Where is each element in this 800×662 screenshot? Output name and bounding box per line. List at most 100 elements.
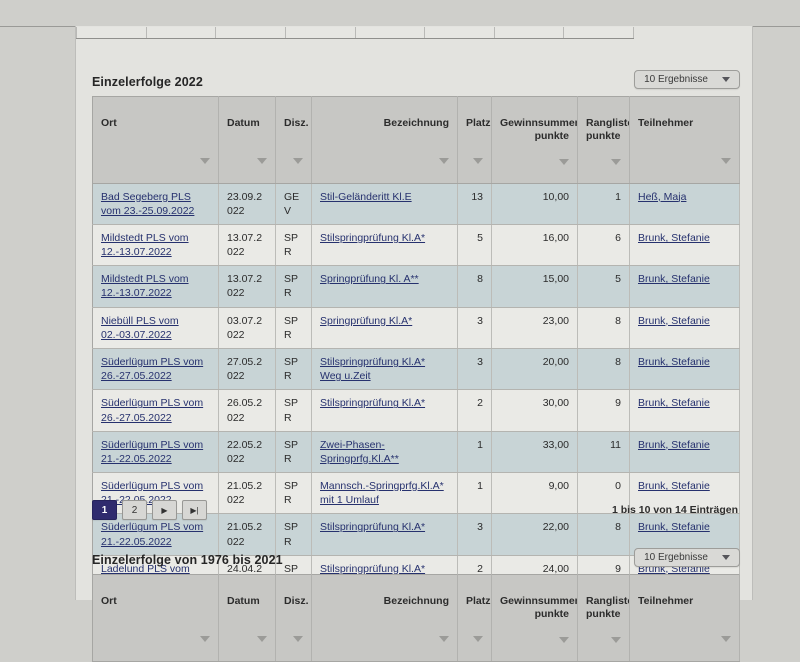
bezeichnung-link[interactable]: Stilspringprüfung Kl.A* <box>320 231 426 244</box>
bezeichnung-cell: Stil-Geländeritt Kl.E <box>311 183 458 225</box>
platz-cell: 3 <box>457 348 492 391</box>
table-cell-fragment <box>286 27 356 38</box>
sort-chevron-icon[interactable] <box>320 634 449 645</box>
pagination-page-2[interactable]: 2 <box>122 500 147 520</box>
teilnehmer-link[interactable]: Brunk, Stefanie <box>638 231 710 244</box>
sort-chevron-icon[interactable] <box>586 157 621 168</box>
column-header[interactable]: Datum <box>218 96 276 184</box>
teilnehmer-link[interactable]: Brunk, Stefanie <box>638 314 710 327</box>
column-header-label: Disz. <box>284 117 309 130</box>
sort-chevron-icon[interactable] <box>466 634 483 645</box>
sort-chevron-icon[interactable] <box>500 157 569 168</box>
ranglistenpunkte-cell: 11 <box>577 431 630 474</box>
teilnehmer-link[interactable]: Brunk, Stefanie <box>638 480 710 493</box>
pagination-last-button[interactable]: ▶| <box>182 500 207 520</box>
column-header[interactable]: Platz <box>457 574 492 662</box>
table-cell-fragment <box>564 27 634 38</box>
column-header[interactable]: Disz. <box>275 96 312 184</box>
column-header[interactable]: Disz. <box>275 574 312 662</box>
results-per-page-select-2[interactable]: 10 Ergebnisse <box>634 548 740 567</box>
bezeichnung-link[interactable]: Springprüfung Kl. A** <box>320 273 419 286</box>
column-header[interactable]: Ranglisten- punkte <box>577 574 630 662</box>
column-header[interactable]: Ort <box>92 574 219 662</box>
gewinnsummenpunkte-cell: 20,00 <box>491 348 578 391</box>
table-row: Süderlügum PLS vom 21.-22.05.2022 21.05.… <box>92 472 740 515</box>
sort-chevron-icon[interactable] <box>320 156 449 167</box>
pagination-next-button[interactable]: ▶ <box>152 500 177 520</box>
disziplin-cell: SPR <box>275 431 312 474</box>
ort-cell: Süderlügum PLS vom 21.-22.05.2022 <box>92 513 219 556</box>
column-header-label: Ort <box>101 595 117 608</box>
page-title: Einzelerfolge 2022 <box>92 75 203 89</box>
bezeichnung-cell: Springprüfung Kl.A* <box>311 307 458 350</box>
datum-cell: 13.07.2022 <box>218 265 276 308</box>
bezeichnung-link[interactable]: Stilspringprüfung Kl.A* <box>320 397 426 410</box>
gewinnsummenpunkte-cell: 23,00 <box>491 307 578 350</box>
sort-chevron-icon[interactable] <box>227 634 267 645</box>
column-header[interactable]: Ort <box>92 96 219 184</box>
sort-chevron-icon[interactable] <box>101 156 210 167</box>
sort-chevron-icon[interactable] <box>284 634 303 645</box>
section1-header: Einzelerfolge 2022 10 Ergebnisse <box>92 70 740 89</box>
column-header[interactable]: Platz <box>457 96 492 184</box>
bezeichnung-link[interactable]: Stilspringprüfung Kl.A* <box>320 521 426 534</box>
bezeichnung-link[interactable]: Stil-Geländeritt Kl.E <box>320 190 412 203</box>
teilnehmer-link[interactable]: Brunk, Stefanie <box>638 521 710 534</box>
platz-cell: 8 <box>457 265 492 308</box>
bezeichnung-link[interactable]: Mannsch.-Springprfg.Kl.A* mit 1 Umlauf <box>320 480 444 507</box>
column-header[interactable]: Ranglisten- punkte <box>577 96 630 184</box>
sort-chevron-icon[interactable] <box>586 635 621 646</box>
column-header[interactable]: Gewinnsummen- punkte <box>491 574 578 662</box>
next-page-icon: ▶ <box>161 505 168 515</box>
sort-chevron-icon[interactable] <box>638 634 731 645</box>
column-header-label: Teilnehmer <box>638 117 694 130</box>
sort-chevron-icon[interactable] <box>466 156 483 167</box>
chevron-down-icon <box>722 555 730 560</box>
sort-chevron-icon[interactable] <box>101 634 210 645</box>
datum-cell: 26.05.2022 <box>218 389 276 432</box>
column-header[interactable]: Teilnehmer <box>629 96 740 184</box>
bezeichnung-link[interactable]: Stilspringprüfung Kl.A* <box>320 562 426 575</box>
gewinnsummenpunkte-cell: 16,00 <box>491 224 578 267</box>
ranglistenpunkte-cell: 5 <box>577 265 630 308</box>
ort-link[interactable]: Süderlügum PLS vom 21.-22.05.2022 <box>101 438 204 465</box>
ort-link[interactable]: Mildstedt PLS vom 12.-13.07.2022 <box>101 273 189 300</box>
ranglistenpunkte-cell: 6 <box>577 224 630 267</box>
teilnehmer-link[interactable]: Brunk, Stefanie <box>638 397 710 410</box>
column-header[interactable]: Datum <box>218 574 276 662</box>
teilnehmer-link[interactable]: Brunk, Stefanie <box>638 356 710 368</box>
bezeichnung-cell: Springprüfung Kl. A** <box>311 265 458 308</box>
ort-link[interactable]: Süderlügum PLS vom 21.-22.05.2022 <box>101 521 204 548</box>
table-row: Bad Segeberg PLS vom 23.-25.09.2022 23.0… <box>92 183 740 225</box>
bezeichnung-link[interactable]: Zwei-Phasen-Springprfg.Kl.A** <box>320 438 399 465</box>
teilnehmer-link[interactable]: Heß, Maja <box>638 190 687 203</box>
ort-link[interactable]: Süderlügum PLS vom 26.-27.05.2022 <box>101 356 204 383</box>
table-header-row: Ort Datum Disz. Bezeichnung <box>92 96 740 184</box>
gewinnsummenpunkte-cell: 22,00 <box>491 513 578 556</box>
column-header[interactable]: Bezeichnung <box>311 96 458 184</box>
datum-cell: 03.07.2022 <box>218 307 276 350</box>
teilnehmer-link[interactable]: Brunk, Stefanie <box>638 438 710 451</box>
bezeichnung-cell: Mannsch.-Springprfg.Kl.A* mit 1 Umlauf <box>311 472 458 515</box>
ort-link[interactable]: Süderlügum PLS vom 26.-27.05.2022 <box>101 397 204 424</box>
sort-chevron-icon[interactable] <box>284 156 303 167</box>
results-per-page-select[interactable]: 10 Ergebnisse <box>634 70 740 89</box>
bezeichnung-link[interactable]: Stilspringprüfung Kl.A* Weg u.Zeit <box>320 356 426 383</box>
ort-link[interactable]: Niebüll PLS vom 02.-03.07.2022 <box>101 314 179 341</box>
column-header[interactable]: Bezeichnung <box>311 574 458 662</box>
column-header-label: Platz <box>466 117 491 130</box>
teilnehmer-link[interactable]: Brunk, Stefanie <box>638 273 710 286</box>
sort-chevron-icon[interactable] <box>638 156 731 167</box>
ranglistenpunkte-cell: 0 <box>577 472 630 515</box>
sort-chevron-icon[interactable] <box>227 156 267 167</box>
pagination-summary: 1 bis 10 von 14 Einträgen <box>611 504 738 516</box>
ort-link[interactable]: Mildstedt PLS vom 12.-13.07.2022 <box>101 231 189 259</box>
ort-link[interactable]: Bad Segeberg PLS vom 23.-25.09.2022 <box>101 190 195 217</box>
platz-cell: 5 <box>457 224 492 267</box>
bezeichnung-link[interactable]: Springprüfung Kl.A* <box>320 314 413 327</box>
teilnehmer-cell: Brunk, Stefanie <box>629 472 740 515</box>
column-header[interactable]: Teilnehmer <box>629 574 740 662</box>
column-header[interactable]: Gewinnsummen- punkte <box>491 96 578 184</box>
sort-chevron-icon[interactable] <box>500 635 569 646</box>
pagination-page-1[interactable]: 1 <box>92 500 117 520</box>
